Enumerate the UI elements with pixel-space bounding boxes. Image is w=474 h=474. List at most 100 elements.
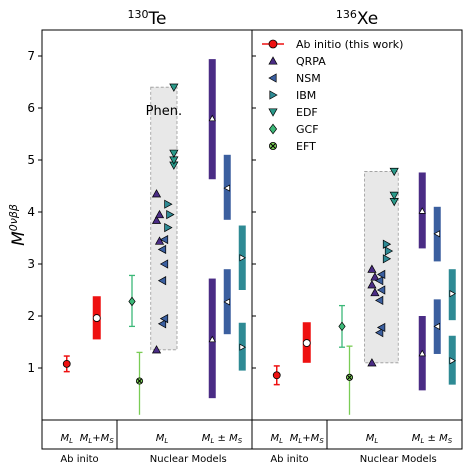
ibm-bar-point: [239, 254, 246, 262]
eft-point: [135, 377, 144, 385]
qrpa-point: [151, 189, 162, 198]
abinitio-bar-point: [92, 314, 101, 322]
abinitio-point: [272, 371, 281, 380]
gcf-point: [338, 321, 346, 332]
nsm-point: [157, 276, 167, 286]
legend-label: EDF: [296, 106, 318, 119]
ibm-point: [384, 246, 394, 256]
ibm-bar-point: [449, 290, 456, 298]
x-group-label: Ab inito: [60, 454, 98, 465]
qrpa-bar-point: [208, 335, 216, 343]
legend-marker-eft: [268, 141, 277, 150]
gcf-point: [128, 296, 136, 307]
phenomenology-bands: Phen.: [146, 86, 399, 364]
legend-marker-gcf: [268, 123, 278, 135]
nsm-point: [374, 328, 384, 338]
y-tick-label: 6: [27, 101, 35, 115]
nsm-point: [374, 295, 384, 305]
nsm-point: [159, 314, 169, 324]
legend-marker-qrpa: [268, 56, 278, 65]
nsm-point: [376, 285, 386, 295]
legend-marker-ab-initio-this-work-: [268, 39, 278, 49]
qrpa-point: [367, 264, 377, 273]
panel-1: [62, 59, 246, 415]
panel-title: 136Xe: [336, 8, 378, 29]
y-tick-label: 7: [27, 49, 35, 63]
qrpa-point: [151, 215, 162, 224]
x-category-label: ML: [60, 433, 73, 445]
panel-2: [272, 167, 456, 415]
edf-point: [389, 167, 399, 177]
edf-point: [169, 149, 179, 158]
y-tick-label: 2: [27, 309, 35, 323]
x-category-label: ML: [270, 433, 283, 445]
x-category-label: ML: [366, 433, 379, 445]
legend-label: IBM: [296, 89, 316, 102]
legend-label: EFT: [296, 140, 316, 153]
x-category-label: ML: [156, 433, 169, 445]
legend-label: GCF: [296, 123, 319, 136]
x-category-label: ML+MS: [290, 433, 325, 445]
legend-item: EDF: [268, 106, 318, 119]
nsm-point: [159, 259, 169, 269]
legend-label: Ab initio (this work): [296, 38, 403, 51]
nsm-point: [157, 319, 167, 329]
abinitio-bar-point: [302, 339, 311, 347]
qrpa-point: [151, 345, 162, 354]
data-marks: [62, 59, 456, 415]
legend-label: QRPA: [296, 55, 326, 68]
qrpa-bar-point: [418, 207, 426, 214]
x-group-label: Nuclear Models: [150, 454, 227, 465]
y-tick-label: 5: [27, 153, 35, 167]
ibm-point: [382, 239, 392, 249]
legend-item: QRPA: [268, 55, 326, 68]
x-category-label: ML+MS: [80, 433, 115, 445]
nsm-point: [376, 322, 386, 333]
legend-item: EFT: [268, 140, 316, 153]
nsm-bar-point: [433, 230, 440, 238]
x-group-label: Ab inito: [270, 454, 308, 465]
eft-point-cross: [347, 374, 352, 380]
qrpa-bar-point: [418, 349, 426, 357]
edf-point: [389, 191, 399, 201]
abinitio-point: [62, 359, 71, 368]
legend-marker-edf: [268, 108, 278, 117]
ibm-bar-point: [239, 343, 246, 351]
ibm-bar-point: [449, 357, 456, 365]
legend-item: GCF: [268, 123, 319, 136]
nsm-point: [374, 276, 384, 286]
panel-title: 130Te: [128, 8, 167, 29]
y-tick-label: 3: [27, 257, 35, 271]
legend-item: Ab initio (this work): [262, 38, 403, 51]
legend-item: IBM: [269, 89, 316, 102]
nsm-bar-point: [223, 184, 230, 192]
qrpa-point: [154, 209, 165, 219]
qrpa-point: [370, 287, 380, 297]
ibm-point: [382, 254, 392, 264]
ibm-point: [164, 223, 173, 233]
legend-marker-eft-cross: [270, 143, 276, 149]
nsm-bar-point: [433, 322, 440, 330]
y-axis-label: M0νββ: [7, 204, 29, 246]
nsm-bar-point: [223, 298, 230, 306]
nsm-point: [157, 244, 167, 255]
qrpa-bar-point: [208, 114, 216, 122]
eft-point-cross: [137, 378, 142, 384]
legend-label: NSM: [296, 72, 321, 85]
nsm-point: [159, 234, 169, 245]
qrpa-point: [367, 280, 377, 289]
x-category-label: ML ± MS: [412, 433, 453, 445]
nsm-point: [376, 269, 386, 279]
legend-marker-ibm: [269, 90, 278, 100]
legend-marker-nsm: [268, 73, 277, 83]
legend: Ab initio (this work) QRPA NSM IBM EDF GCF EFT: [262, 38, 403, 153]
qrpa-point: [367, 358, 377, 367]
eft-point: [345, 373, 354, 381]
y-tick-label: 1: [27, 361, 35, 375]
phen-band: [150, 86, 178, 351]
y-tick-label: 4: [27, 205, 35, 219]
qrpa-point: [370, 272, 380, 281]
ibm-point: [164, 199, 173, 209]
x-group-label: Nuclear Models: [360, 454, 437, 465]
